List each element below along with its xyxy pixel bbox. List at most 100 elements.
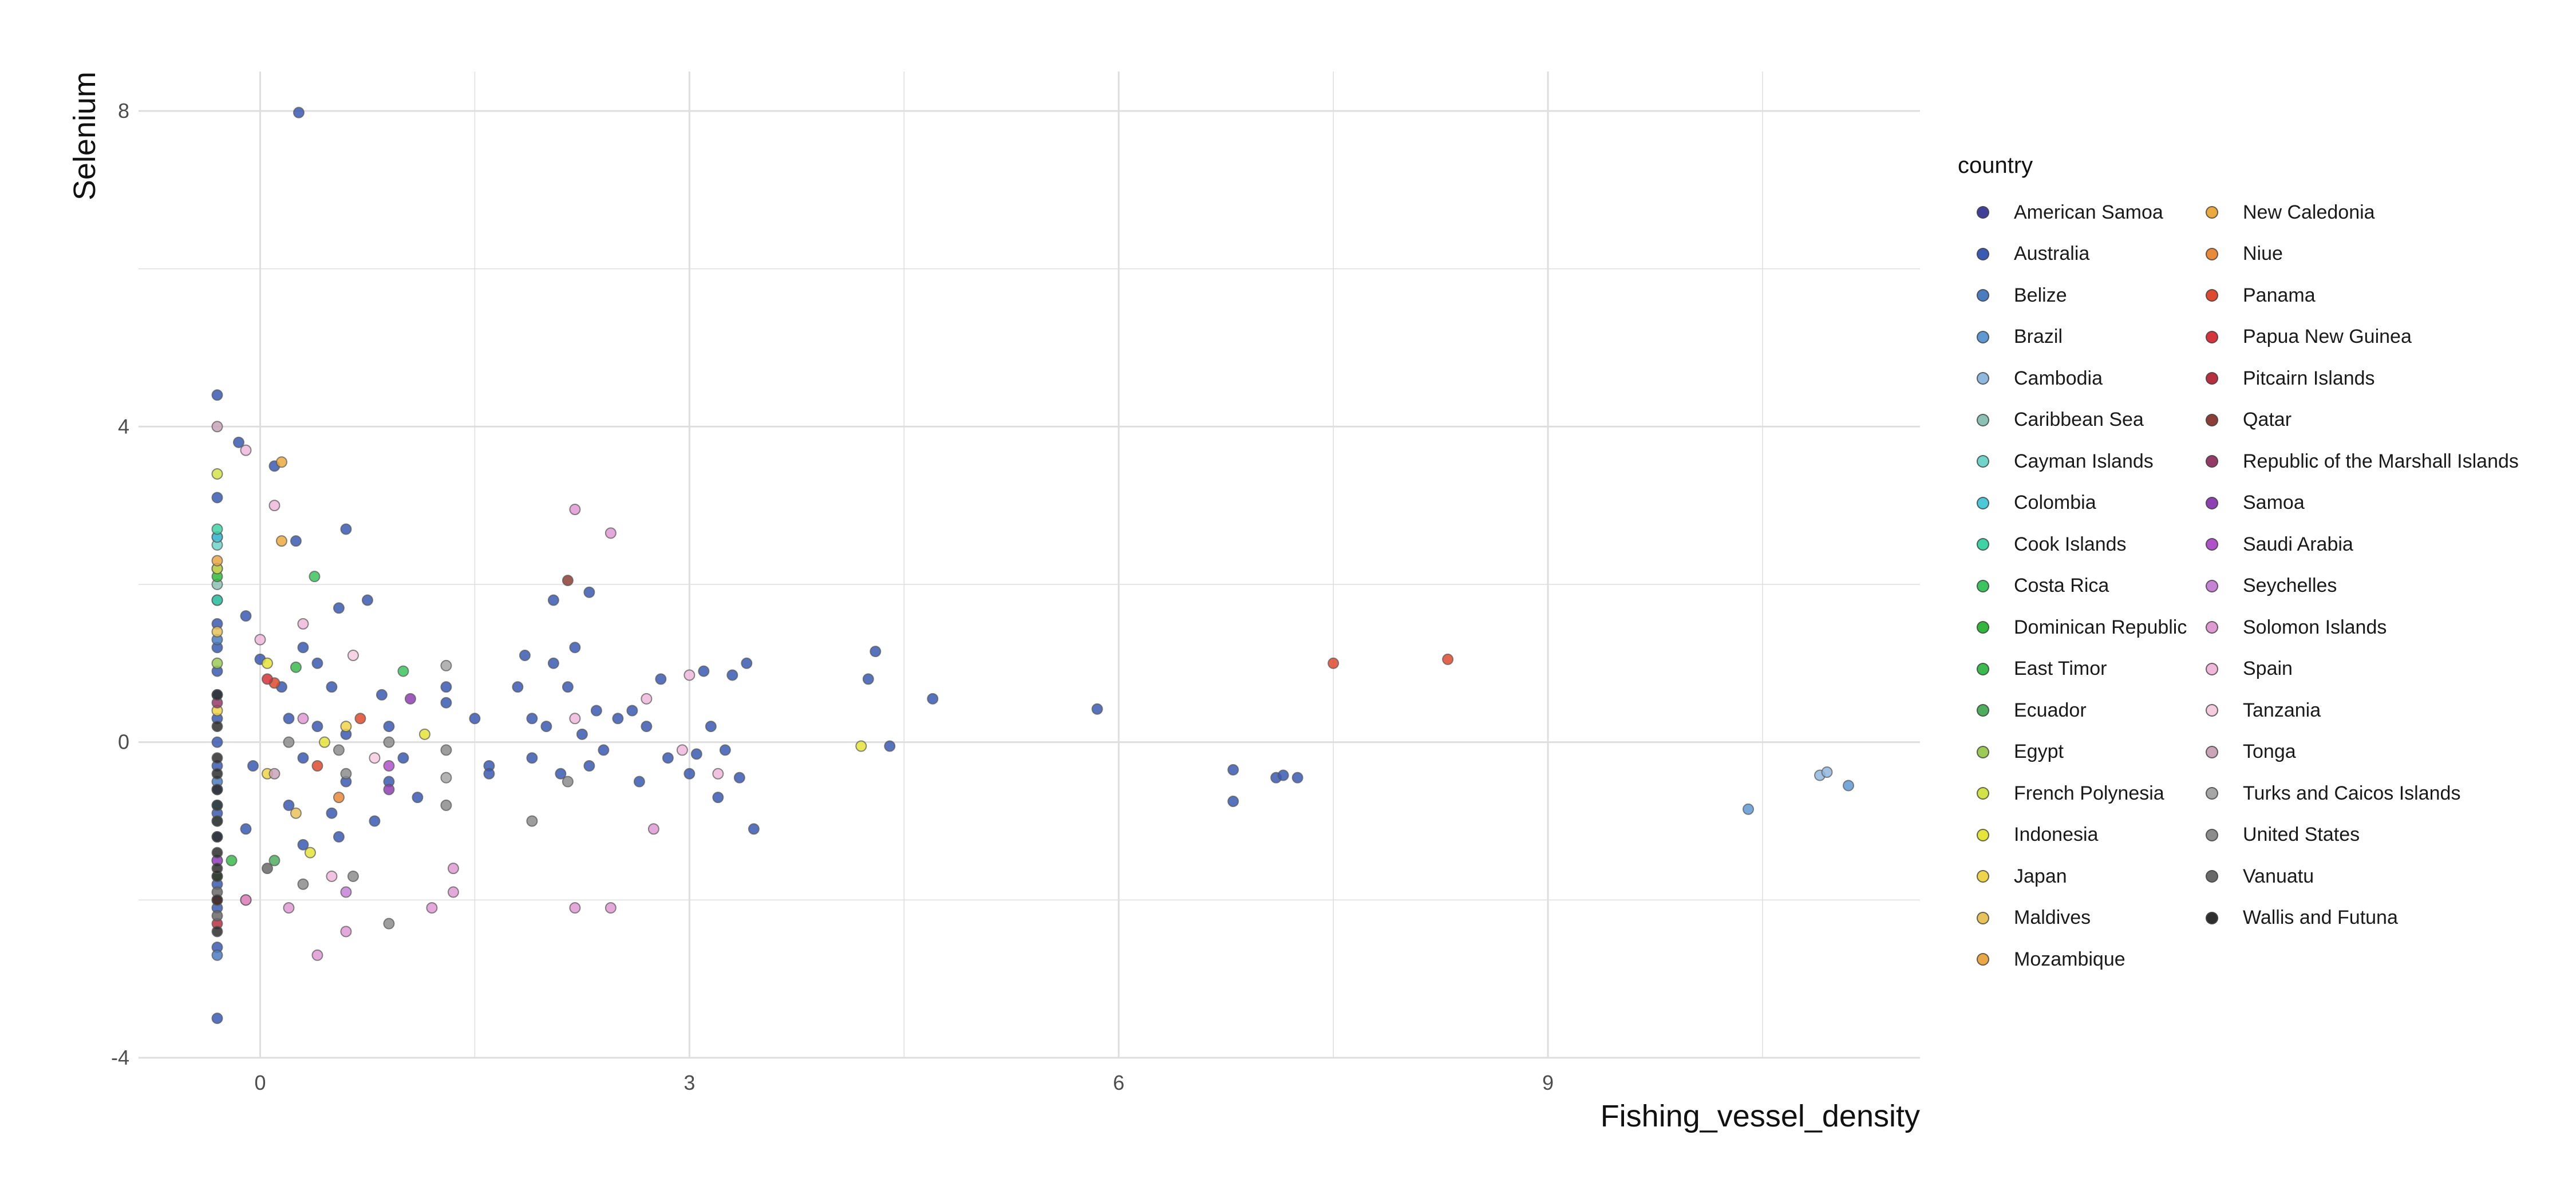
data-point bbox=[211, 523, 223, 535]
legend-key-dot bbox=[2206, 330, 2218, 343]
data-point bbox=[211, 468, 223, 480]
legend-key-dot bbox=[1977, 206, 1989, 219]
data-point bbox=[605, 527, 617, 539]
legend-label: Samoa bbox=[2243, 492, 2305, 514]
legend-label: Seychelles bbox=[2243, 575, 2337, 597]
data-point bbox=[268, 500, 280, 512]
legend-key-dot bbox=[2206, 289, 2218, 302]
data-point bbox=[1227, 796, 1239, 808]
y-tick-label: 4 bbox=[118, 414, 129, 438]
data-point bbox=[1442, 653, 1454, 665]
data-point bbox=[297, 713, 309, 725]
data-point bbox=[397, 665, 409, 677]
legend-label: Tanzania bbox=[2243, 699, 2321, 721]
legend-item: Spain bbox=[2187, 649, 2542, 690]
legend-key-dot bbox=[2206, 247, 2218, 260]
data-point bbox=[662, 752, 674, 764]
legend-item: Tonga bbox=[2187, 732, 2542, 773]
legend-key-dot bbox=[2206, 787, 2218, 800]
data-point bbox=[633, 776, 645, 788]
data-point bbox=[261, 657, 273, 669]
legend-item: American Samoa bbox=[1958, 192, 2187, 234]
data-point bbox=[340, 926, 352, 938]
legend-label: Ecuador bbox=[2014, 699, 2087, 721]
data-point bbox=[361, 594, 373, 606]
data-point bbox=[698, 665, 710, 677]
data-point bbox=[612, 713, 624, 725]
data-point bbox=[562, 681, 574, 693]
data-point bbox=[311, 760, 323, 772]
data-point bbox=[232, 436, 244, 448]
data-point bbox=[440, 772, 452, 784]
data-point bbox=[626, 705, 638, 717]
legend-key-dot bbox=[1977, 745, 1989, 758]
legend-item: Cook Islands bbox=[1958, 524, 2187, 566]
legend-key-dot bbox=[1977, 579, 1989, 592]
legend-key-dot bbox=[2206, 206, 2218, 219]
legend-key-dot bbox=[1977, 330, 1989, 343]
data-point bbox=[598, 744, 610, 756]
data-point bbox=[340, 886, 352, 898]
data-point bbox=[240, 894, 252, 906]
data-point bbox=[540, 721, 552, 733]
legend-key-dot bbox=[1977, 953, 1989, 966]
legend-key-dot bbox=[2206, 828, 2218, 841]
data-point bbox=[447, 886, 459, 898]
legend-key-dot bbox=[1977, 247, 1989, 260]
data-point bbox=[440, 799, 452, 811]
data-point bbox=[483, 768, 495, 780]
data-point bbox=[340, 523, 352, 535]
legend-item: Wallis and Futuna bbox=[2187, 897, 2542, 939]
legend-key-dot bbox=[2206, 911, 2218, 924]
plot-grid bbox=[139, 72, 1920, 1059]
legend-label: Cayman Islands bbox=[2014, 450, 2154, 472]
data-point bbox=[326, 870, 338, 882]
legend-key-dot bbox=[1977, 621, 1989, 634]
data-point bbox=[526, 752, 538, 764]
data-point bbox=[311, 721, 323, 733]
legend-item: New Caledonia bbox=[2187, 192, 2542, 234]
legend-column-1: American Samoa Australia Belize Brazil Cambo… bbox=[1958, 192, 2187, 980]
legend-item: Niue bbox=[2187, 234, 2542, 275]
data-point bbox=[562, 575, 574, 587]
data-point bbox=[469, 713, 481, 725]
data-point bbox=[275, 535, 287, 547]
legend-item: Japan bbox=[1958, 856, 2187, 897]
data-point bbox=[569, 504, 581, 516]
data-point bbox=[512, 681, 524, 693]
legend-item: Pitcairn Islands bbox=[2187, 358, 2542, 400]
data-point bbox=[311, 949, 323, 961]
legend-key-dot bbox=[2206, 621, 2218, 634]
legend-label: Dominican Republic bbox=[2014, 616, 2187, 638]
data-point bbox=[326, 681, 338, 693]
legend-label: Qatar bbox=[2243, 409, 2292, 431]
legend-item: Panama bbox=[2187, 275, 2542, 317]
data-point bbox=[562, 776, 574, 788]
data-point bbox=[283, 902, 295, 914]
data-point bbox=[211, 721, 223, 733]
data-point bbox=[211, 799, 223, 811]
data-point bbox=[211, 389, 223, 401]
data-point bbox=[569, 713, 581, 725]
legend-item: Turks and Caicos Islands bbox=[2187, 773, 2542, 814]
x-axis-ticks: 0 3 6 9 bbox=[254, 1071, 1554, 1094]
data-point bbox=[397, 752, 409, 764]
legend-item: Belize bbox=[1958, 275, 2187, 317]
data-point bbox=[275, 456, 287, 468]
y-axis-ticks: -4 0 4 8 bbox=[111, 99, 129, 1069]
data-point bbox=[683, 768, 696, 780]
data-point bbox=[211, 831, 223, 843]
data-point bbox=[855, 740, 867, 752]
data-point bbox=[211, 768, 223, 780]
data-point bbox=[311, 657, 323, 669]
data-point bbox=[547, 657, 559, 669]
legend-key-dot bbox=[1977, 289, 1989, 302]
legend-label: United States bbox=[2243, 824, 2360, 846]
data-point bbox=[440, 659, 452, 671]
data-point bbox=[333, 792, 345, 804]
data-point bbox=[376, 689, 388, 701]
legend-key-dot bbox=[1977, 662, 1989, 675]
legend-column-2: New Caledonia Niue Panama Papua New Guinea P… bbox=[2187, 192, 2542, 980]
data-point bbox=[404, 693, 416, 705]
data-point bbox=[748, 823, 760, 835]
